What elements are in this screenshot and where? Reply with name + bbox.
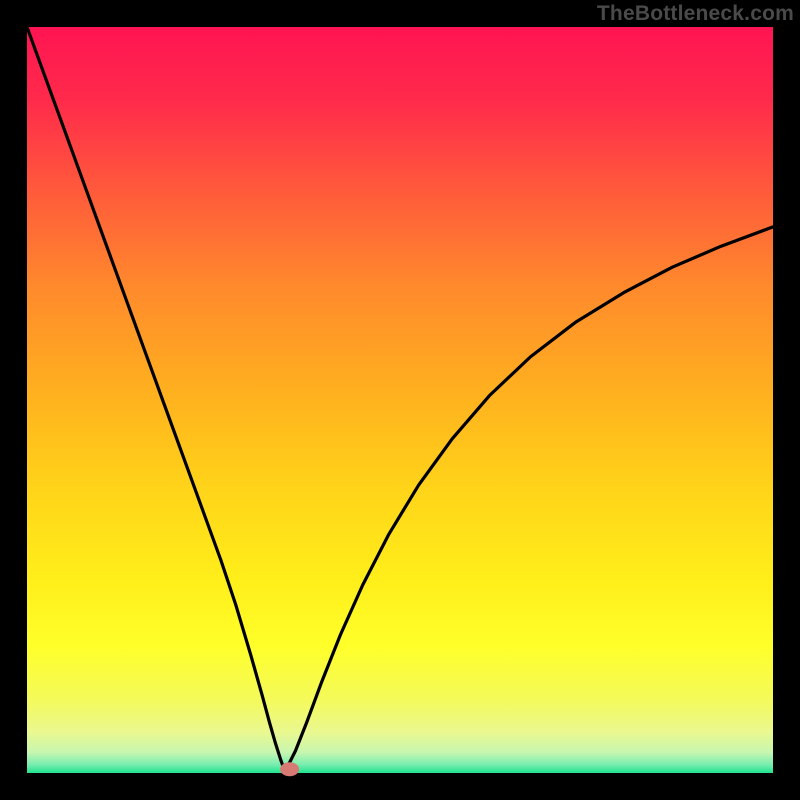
bottleneck-chart [0, 0, 800, 800]
chart-frame: TheBottleneck.com [0, 0, 800, 800]
plot-background [27, 27, 773, 773]
watermark-text: TheBottleneck.com [597, 2, 794, 26]
minimum-marker [281, 763, 299, 776]
